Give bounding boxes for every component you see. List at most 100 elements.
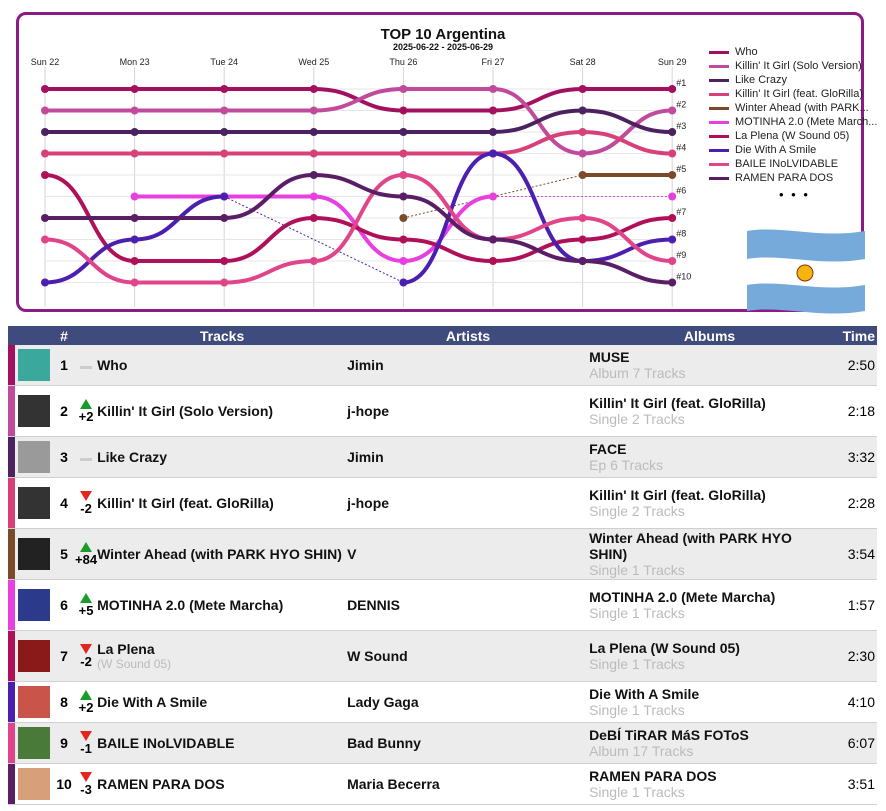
series-point bbox=[399, 106, 408, 115]
legend-item[interactable]: BAILE INoLVIDABLE bbox=[709, 157, 877, 171]
y-tick-label: #8 bbox=[676, 229, 686, 239]
legend-label: Die With A Smile bbox=[735, 144, 817, 156]
series-point bbox=[41, 235, 49, 244]
series-point bbox=[309, 214, 318, 222]
track-title[interactable]: Like Crazy bbox=[97, 448, 168, 465]
table-row[interactable]: 2 +2 Killin' It Girl (Solo Version) j-hope K… bbox=[8, 385, 877, 436]
track-title[interactable]: La Plena bbox=[97, 640, 155, 657]
table-row[interactable]: 8 +2 Die With A Smile Lady Gaga Die With A S… bbox=[8, 681, 877, 722]
track-title[interactable]: MOTINHA 2.0 (Mete Marcha) bbox=[97, 596, 284, 613]
table-row[interactable]: 4 -2 Killin' It Girl (feat. GloRilla) j-hop… bbox=[8, 477, 877, 528]
header-albums[interactable]: Albums bbox=[589, 326, 830, 345]
series-point bbox=[668, 171, 677, 179]
artist-name[interactable]: DENNIS bbox=[347, 596, 400, 613]
album-title[interactable]: Winter Ahead (with PARK HYO SHIN) bbox=[589, 529, 792, 562]
album-cover-image[interactable] bbox=[18, 537, 50, 570]
table-row[interactable]: 10 -3 RAMEN PARA DOS Maria Becerra RAMEN PAR… bbox=[8, 763, 877, 804]
legend-item[interactable]: MOTINHA 2.0 (Mete March... bbox=[709, 115, 877, 129]
rank-number: 8 bbox=[60, 693, 68, 710]
artist-name[interactable]: V bbox=[347, 545, 357, 562]
series-point bbox=[578, 128, 587, 136]
row-color-strip bbox=[8, 722, 15, 763]
series-point bbox=[668, 214, 677, 222]
album-cover-image[interactable] bbox=[18, 486, 50, 519]
legend-item[interactable]: Killin' It Girl (feat. GloRilla) bbox=[709, 87, 877, 101]
legend-item[interactable]: Die With A Smile bbox=[709, 143, 877, 157]
album-info: Album 7 Tracks bbox=[589, 364, 686, 381]
series-point bbox=[220, 85, 229, 93]
artist-name[interactable]: Maria Becerra bbox=[347, 775, 440, 792]
header-artists[interactable]: Artists bbox=[347, 326, 590, 345]
album-title[interactable]: MUSE bbox=[589, 348, 630, 365]
series-point bbox=[41, 128, 49, 136]
series-point bbox=[220, 106, 229, 115]
track-title[interactable]: Die With A Smile bbox=[97, 693, 208, 710]
artist-name[interactable]: j-hope bbox=[347, 402, 390, 419]
album-title[interactable]: La Plena (W Sound 05) bbox=[589, 639, 740, 656]
artist-name[interactable]: W Sound bbox=[347, 647, 408, 664]
artist-name[interactable]: Jimin bbox=[347, 448, 384, 465]
album-cover-image[interactable] bbox=[18, 440, 50, 473]
track-title[interactable]: Winter Ahead (with PARK HYO SHIN) bbox=[97, 545, 342, 562]
album-title[interactable]: Killin' It Girl (feat. GloRilla) bbox=[589, 394, 766, 411]
track-title[interactable]: Killin' It Girl (feat. GloRilla) bbox=[97, 494, 274, 511]
album-info: Single 2 Tracks bbox=[589, 502, 685, 519]
table-row[interactable]: 3 Like Crazy Jimin FACE Ep 6 Tracks 3:32 bbox=[8, 436, 877, 477]
legend-item[interactable]: La Plena (W Sound 05) bbox=[709, 129, 877, 143]
y-tick-label: #6 bbox=[676, 186, 686, 196]
track-duration: 1:57 bbox=[847, 596, 875, 613]
series-point bbox=[489, 257, 497, 265]
rank-change-value: -3 bbox=[80, 781, 92, 797]
album-title[interactable]: Die With A Smile bbox=[589, 685, 700, 702]
table-row[interactable]: 7 -2 La Plena (W Sound 05) W Sound La Plena (… bbox=[8, 630, 877, 681]
legend-item[interactable]: Who bbox=[709, 45, 877, 59]
album-cover-image[interactable] bbox=[18, 685, 50, 718]
header-time[interactable]: Time bbox=[830, 326, 877, 345]
album-cover-image[interactable] bbox=[18, 394, 50, 427]
legend-item[interactable]: Like Crazy bbox=[709, 73, 877, 87]
track-title[interactable]: RAMEN PARA DOS bbox=[97, 775, 225, 792]
artist-name[interactable]: Lady Gaga bbox=[347, 693, 419, 710]
legend-item[interactable]: Killin' It Girl (Solo Version) bbox=[709, 59, 877, 73]
track-title[interactable]: BAILE INoLVIDABLE bbox=[97, 734, 235, 751]
series-point bbox=[399, 257, 408, 265]
album-cover-image[interactable] bbox=[18, 767, 50, 800]
series-point bbox=[220, 192, 229, 201]
series-point bbox=[130, 214, 139, 222]
rank-same-dash-icon bbox=[80, 365, 93, 369]
album-title[interactable]: DeBÍ TiRAR MáS FOToS bbox=[589, 726, 749, 743]
album-cover-image[interactable] bbox=[18, 726, 50, 759]
album-title[interactable]: Killin' It Girl (feat. GloRilla) bbox=[589, 486, 766, 503]
album-cover-image[interactable] bbox=[18, 348, 50, 381]
artist-name[interactable]: Jimin bbox=[347, 356, 384, 373]
legend-label: Who bbox=[735, 46, 758, 58]
table-row[interactable]: 5 +84 Winter Ahead (with PARK HYO SHIN) V Wi… bbox=[8, 528, 877, 579]
album-cover-image[interactable] bbox=[18, 639, 50, 672]
legend-item[interactable]: RAMEN PARA DOS bbox=[709, 171, 877, 185]
header-tracks[interactable]: Tracks bbox=[97, 326, 348, 345]
table-row[interactable]: 1 Who Jimin MUSE Album 7 Tracks 2:50 bbox=[8, 345, 877, 385]
series-point bbox=[220, 257, 229, 265]
album-title[interactable]: MOTINHA 2.0 (Mete Marcha) bbox=[589, 588, 776, 605]
track-title[interactable]: Killin' It Girl (Solo Version) bbox=[97, 402, 274, 419]
album-cover-image[interactable] bbox=[18, 588, 50, 621]
y-tick-label: #2 bbox=[676, 100, 686, 110]
series-point bbox=[41, 214, 49, 222]
legend-item[interactable]: Winter Ahead (with PARK... bbox=[709, 101, 877, 115]
artist-name[interactable]: j-hope bbox=[347, 494, 390, 511]
header-rank[interactable]: # bbox=[53, 326, 75, 345]
rank-same-dash-icon bbox=[80, 457, 93, 461]
series-line bbox=[43, 86, 675, 156]
album-title[interactable]: FACE bbox=[589, 440, 627, 457]
series-point bbox=[309, 192, 318, 201]
rank-change-value: -1 bbox=[80, 740, 92, 756]
chart-legend: Who Killin' It Girl (Solo Version) Like Cr… bbox=[709, 45, 877, 202]
album-title[interactable]: RAMEN PARA DOS bbox=[589, 767, 717, 784]
rank-change bbox=[75, 345, 97, 385]
track-title[interactable]: Who bbox=[97, 356, 128, 373]
legend-more[interactable]: • • • bbox=[779, 187, 810, 202]
table-row[interactable]: 6 +5 MOTINHA 2.0 (Mete Marcha) DENNIS MOTINH… bbox=[8, 579, 877, 630]
artist-name[interactable]: Bad Bunny bbox=[347, 734, 421, 751]
table-row[interactable]: 9 -1 BAILE INoLVIDABLE Bad Bunny DeBÍ TiRAR … bbox=[8, 722, 877, 763]
album-info: Single 1 Tracks bbox=[589, 604, 685, 621]
